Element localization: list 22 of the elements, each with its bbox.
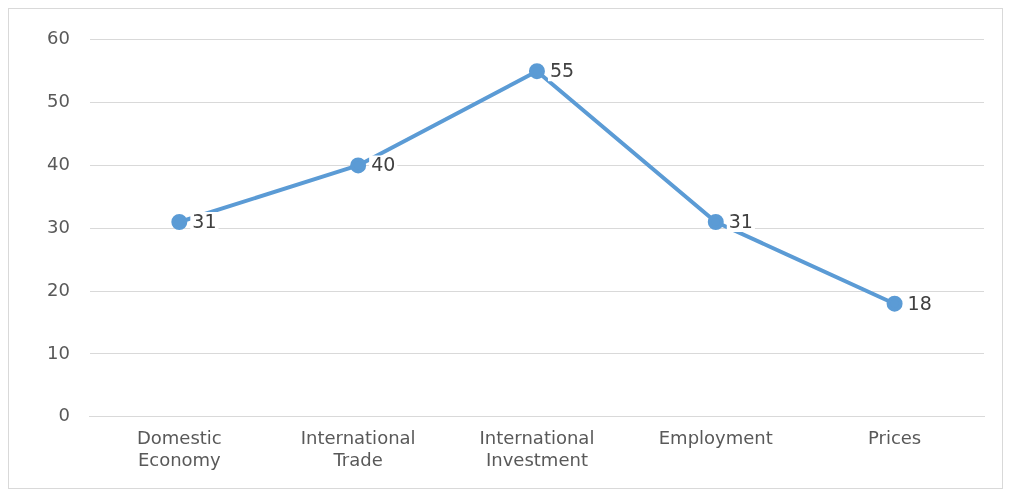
x-tick-label: International Trade <box>300 427 416 470</box>
y-tick-label: 50 <box>47 90 70 112</box>
x-tick-label: International Investment <box>479 427 595 470</box>
x-tick-label: Employment <box>658 427 773 449</box>
y-tick-label: 10 <box>47 341 70 363</box>
y-tick-label: 30 <box>47 215 70 237</box>
data-label: 18 <box>907 291 932 314</box>
point <box>350 157 367 174</box>
y-tick-label: 20 <box>47 278 70 300</box>
point <box>528 63 545 80</box>
data-label: 31 <box>728 209 753 232</box>
data-label: 40 <box>371 153 396 176</box>
point <box>707 214 724 231</box>
x-tick-label: Prices <box>867 427 922 449</box>
y-tick-label: 0 <box>58 404 70 426</box>
point <box>886 295 903 312</box>
data-label: 31 <box>192 209 217 232</box>
data-label: 55 <box>549 59 575 82</box>
point <box>171 214 188 231</box>
y-tick-label: 40 <box>47 153 70 175</box>
y-tick-label: 60 <box>47 27 70 49</box>
x-tick-label: Domestic Economy <box>136 427 222 470</box>
